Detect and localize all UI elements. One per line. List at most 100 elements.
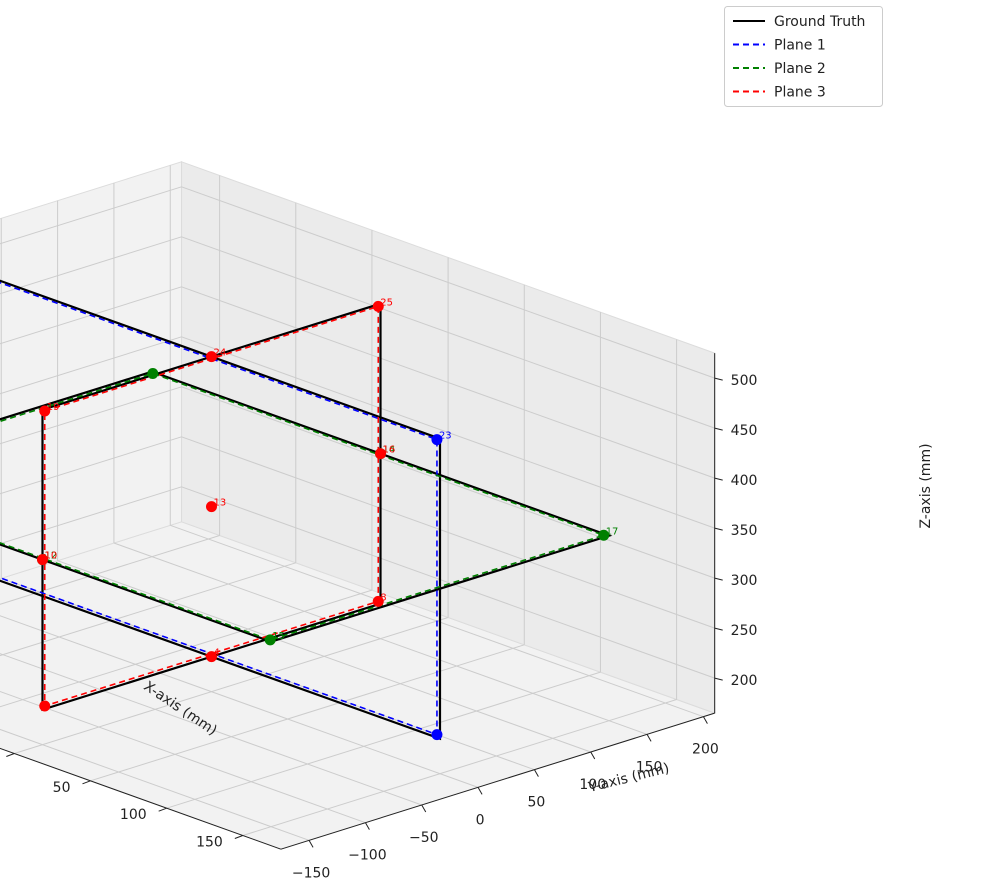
point-label: 23	[439, 431, 452, 442]
legend: Ground Truth Plane 1 Plane 2 Plane 3	[724, 6, 883, 107]
data-point	[39, 700, 51, 712]
grid-x-floor	[0, 562, 296, 657]
y-axis-label: Y-axis (mm)	[586, 760, 671, 796]
x-tick	[234, 835, 243, 839]
axis-panes	[0, 161, 717, 850]
z-tick-label: 250	[731, 623, 758, 639]
y-tick-label: 200	[692, 742, 719, 758]
grid-x-floor	[0, 534, 220, 605]
grid-z-side	[181, 286, 715, 479]
grid-z-side	[181, 386, 715, 579]
grid-z-side	[181, 236, 715, 429]
grid-z-side	[181, 486, 715, 679]
z-tick-label: 400	[731, 473, 758, 489]
grid-z-back	[0, 386, 182, 445]
grid-y-floor	[0, 728, 310, 841]
z-tick	[714, 677, 723, 681]
point-label: 12	[44, 551, 57, 562]
point-label: 16	[383, 445, 396, 456]
data-point	[264, 634, 276, 646]
legend-entry: Plane 1	[774, 38, 826, 54]
data-point	[372, 300, 384, 312]
grid-y-floor	[0, 690, 366, 824]
point-label: 17	[606, 526, 619, 537]
z-tick-label: 350	[731, 523, 758, 539]
grid-y-floor	[113, 542, 648, 735]
grid-z-side	[181, 186, 715, 379]
grid-z-back	[0, 236, 182, 295]
point-label: 10	[44, 551, 57, 562]
z-tick	[714, 577, 723, 581]
y-tick-label: −50	[409, 830, 439, 846]
grid-z-back	[0, 336, 182, 395]
data-point	[39, 405, 51, 417]
y-tick	[590, 751, 596, 760]
legend-entry: Ground Truth	[774, 14, 865, 30]
point-label: 24	[214, 348, 227, 359]
y-tick	[477, 787, 483, 795]
y-tick-label: 150	[636, 759, 663, 775]
z-tick	[714, 377, 723, 381]
z-tick-label: 200	[731, 673, 758, 689]
point-label: 8	[380, 592, 386, 603]
z-tick	[714, 427, 723, 431]
grid-x-floor	[166, 671, 601, 809]
legend-box	[724, 6, 883, 107]
axes: −150−100−50050100150−150−100−50050100150…	[0, 353, 757, 881]
data-point	[372, 595, 384, 607]
point-label: 13	[214, 498, 227, 509]
z-tick-label: 300	[731, 573, 758, 589]
grid-x-floor	[14, 616, 449, 754]
y-tick-label: −100	[348, 848, 386, 864]
data-point	[206, 501, 217, 513]
y-tick	[421, 804, 427, 813]
grid-x-floor	[0, 589, 373, 708]
y-tick	[364, 822, 370, 830]
z-tick-label: 500	[731, 373, 758, 389]
grid-x-floor	[90, 644, 525, 782]
grid-z-back	[0, 436, 182, 495]
x-tick	[158, 807, 167, 812]
data-point	[206, 351, 217, 363]
y-tick	[702, 716, 708, 724]
gridlines	[0, 165, 715, 841]
legend-entry: Plane 2	[774, 61, 826, 77]
data-points: 2123391715121419241025131648	[0, 269, 619, 741]
z-tick	[714, 477, 723, 481]
y-tick-label: 100	[579, 777, 606, 793]
legend-entry: Plane 3	[774, 85, 826, 101]
y-tick	[533, 769, 539, 777]
data-point	[431, 729, 443, 741]
y-tick-label: −150	[292, 865, 330, 881]
z-tick	[714, 627, 723, 631]
point-label: 14	[383, 445, 396, 456]
grid-y-floor	[0, 615, 479, 788]
grid-z-back	[0, 486, 182, 545]
z-tick	[714, 527, 723, 531]
data-point	[36, 554, 48, 566]
x-tick-label: 50	[53, 780, 71, 796]
x-tick-label: 100	[120, 807, 147, 823]
point-label: 19	[47, 402, 60, 413]
point-label: 25	[380, 297, 393, 308]
z-tick-label: 450	[731, 423, 758, 439]
x-tick	[82, 780, 91, 785]
y-tick	[308, 840, 314, 848]
x-tick	[6, 753, 15, 757]
point-label: 4	[214, 648, 220, 659]
point-label: 15	[272, 631, 285, 642]
data-point	[598, 529, 610, 541]
point-label: 21	[0, 269, 1, 280]
grid-z-back	[0, 186, 182, 245]
y-tick-label: 0	[476, 812, 485, 828]
z-axis-label: Z-axis (mm)	[918, 443, 934, 528]
data-point	[206, 651, 217, 663]
grid-z-back	[0, 286, 182, 345]
data-point	[375, 448, 387, 460]
grid-z-side	[181, 336, 715, 529]
grid-x-floor	[242, 699, 677, 836]
y-tick-label: 50	[527, 795, 545, 811]
grid-y-floor	[0, 653, 422, 806]
x-tick-label: 150	[196, 835, 223, 851]
